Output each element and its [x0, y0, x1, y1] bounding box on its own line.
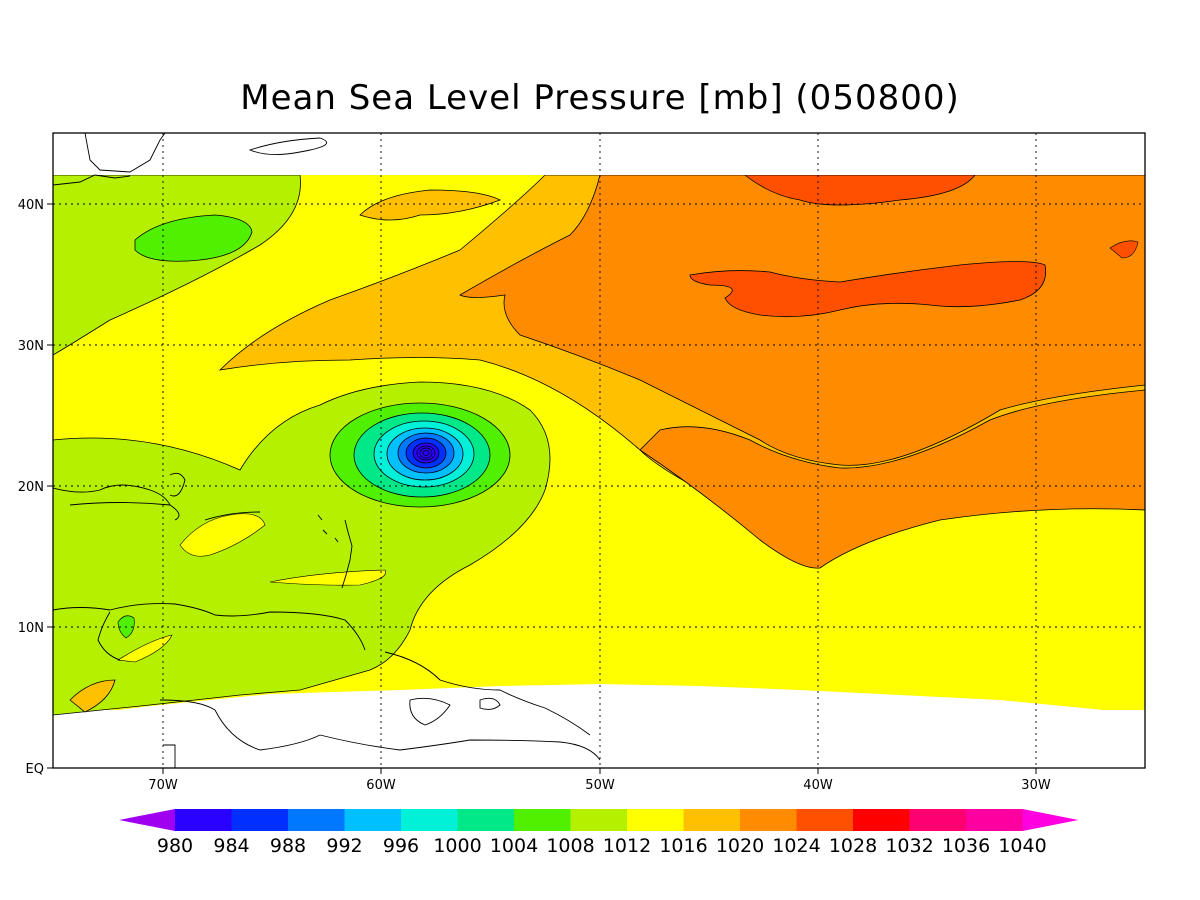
colorbar-label: 980: [157, 835, 193, 857]
coastlines: [53, 133, 601, 768]
colorbar-label: 1036: [942, 835, 990, 857]
lon-tick-label: 60W: [366, 778, 396, 793]
lon-tick-labels: 70W 60W 50W 40W 30W: [148, 778, 1051, 793]
band-1016-1020-north-blob: [359, 189, 502, 221]
colorbar-box: [288, 809, 345, 831]
lat-tick-label: 30N: [18, 339, 44, 354]
lat-tick-label: 40N: [18, 198, 44, 213]
band-1024-1028-central: [689, 261, 1047, 318]
hurricane-core-contours: [416, 445, 436, 461]
lon-tick-label: 30W: [1021, 778, 1051, 793]
band-1020-1024: [459, 174, 1145, 466]
tick-marks: [47, 203, 1037, 774]
colorbar-box: [740, 809, 797, 831]
colorbar-box: [966, 809, 1023, 831]
colorbar-label: 1024: [772, 835, 820, 857]
colorbar-label: 1032: [885, 835, 933, 857]
colorbar-label: 1028: [829, 835, 877, 857]
lat-tick-label: 10N: [18, 621, 44, 636]
band-1024-1028-east: [1109, 240, 1139, 259]
colorbar-label: 1004: [490, 835, 538, 857]
colorbar-arrow-low: [119, 809, 175, 831]
colorbar-label: 992: [326, 835, 362, 857]
colorbar-box: [909, 809, 967, 831]
colorbar-box: [231, 809, 289, 831]
colorbar: 980 984 988 992 996 1000 1004 1008 1012 1016 1020 1…: [119, 809, 1079, 857]
colorbar-arrow-high: [1022, 809, 1079, 831]
band-1012-1016-hispaniola: [179, 513, 266, 557]
colorbar-box: [175, 809, 232, 831]
colorbar-label: 1012: [603, 835, 651, 857]
colorbar-label: 1000: [433, 835, 481, 857]
no-data-south: [53, 684, 1145, 768]
colorbar-box: [796, 809, 854, 831]
band-1012-1016-cuba-strip: [269, 569, 386, 586]
band-1004-1008-nw-low: [134, 214, 253, 262]
band-1016-1020-sw-patch: [69, 679, 116, 713]
colorbar-label: 1040: [998, 835, 1046, 857]
lat-tick-labels: EQ 10N 20N 30N 40N: [18, 198, 44, 777]
lat-tick-label: EQ: [26, 762, 44, 777]
colorbar-box: [683, 809, 741, 831]
lon-tick-label: 40W: [803, 778, 833, 793]
colorbar-box: [344, 809, 402, 831]
colorbar-box: [627, 809, 684, 831]
colorbar-label: 1020: [716, 835, 764, 857]
colorbar-label: 1016: [659, 835, 707, 857]
graticule: [53, 133, 1145, 768]
lat-tick-label: 20N: [18, 480, 44, 495]
colorbar-box: [853, 809, 910, 831]
lon-tick-label: 70W: [148, 778, 178, 793]
colorbar-box: [457, 809, 515, 831]
band-1012-1016-panama: [117, 634, 173, 663]
page-title: Mean Sea Level Pressure [mb] (050800): [240, 78, 960, 118]
band-1024-1028-north: [743, 174, 976, 206]
map-frame: [52, 132, 1146, 769]
colorbar-box: [570, 809, 628, 831]
colorbar-label: 988: [270, 835, 306, 857]
lon-tick-label: 50W: [585, 778, 615, 793]
no-data-north: [53, 133, 1145, 175]
colorbar-label: 996: [383, 835, 419, 857]
pressure-field: [53, 133, 1145, 768]
colorbar-box: [401, 809, 458, 831]
colorbar-box: [514, 809, 571, 831]
colorbar-label: 1008: [546, 835, 594, 857]
colorbar-label: 984: [213, 835, 249, 857]
